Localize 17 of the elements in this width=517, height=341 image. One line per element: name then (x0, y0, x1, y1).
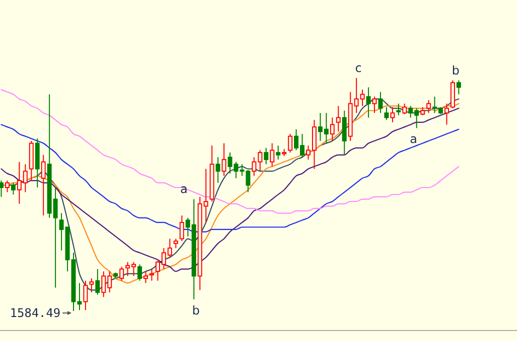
candlestick (77, 282, 82, 311)
text: c (355, 61, 362, 75)
annotation: b (192, 303, 200, 318)
candlestick (216, 156, 220, 184)
annotation: a (410, 132, 418, 146)
candlestick (390, 106, 395, 123)
annotation: 1584.49 (10, 306, 60, 320)
candlestick (444, 103, 449, 126)
text: b (452, 63, 460, 78)
candlestick (342, 110, 347, 156)
candlestick (83, 280, 88, 311)
candlestick (336, 105, 341, 132)
candlestick (222, 142, 226, 176)
candlestick (366, 86, 371, 118)
candlestick (41, 154, 46, 216)
annotation: a (180, 182, 188, 196)
candlestick (330, 117, 335, 142)
